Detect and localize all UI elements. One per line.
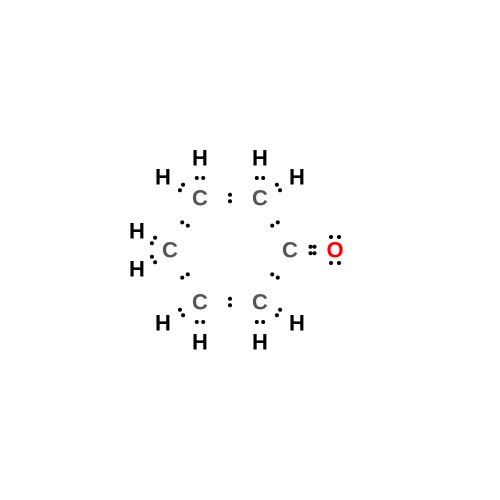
- electron-dot: [278, 308, 282, 312]
- atom-H4a: H: [129, 219, 145, 244]
- electron-dot: [201, 320, 205, 324]
- electron-dot: [150, 241, 154, 245]
- electron-dot: [228, 199, 232, 203]
- atom-H3b: H: [155, 165, 171, 190]
- electron-dot: [201, 176, 205, 180]
- atom-H4b: H: [129, 257, 145, 282]
- atom-C2: C: [252, 186, 268, 211]
- electron-dot: [228, 193, 232, 197]
- electron-dot: [276, 220, 280, 224]
- electron-dot: [153, 236, 157, 240]
- electron-dot: [261, 176, 265, 180]
- atom-H6b: H: [289, 311, 305, 336]
- electron-dot: [276, 276, 280, 280]
- electron-dot: [153, 260, 157, 264]
- electron-dot: [309, 251, 313, 255]
- electron-dot: [313, 245, 317, 249]
- electron-dot: [180, 220, 184, 224]
- electron-dot: [178, 308, 182, 312]
- lewis-structure-diagram: CCCCCCOHHHHHHHHHH: [0, 0, 500, 500]
- atom-H2b: H: [289, 165, 305, 190]
- electron-dot: [313, 251, 317, 255]
- electron-dot: [195, 320, 199, 324]
- atom-C1: C: [282, 238, 298, 263]
- electron-dot: [261, 320, 265, 324]
- electron-dot: [195, 176, 199, 180]
- atom-C3: C: [192, 186, 208, 211]
- electron-dot: [181, 183, 185, 187]
- atom-H5a: H: [192, 330, 208, 355]
- electron-dot: [275, 183, 279, 187]
- electron-dot: [228, 303, 232, 307]
- electron-dot: [150, 255, 154, 259]
- atom-H6a: H: [252, 330, 268, 355]
- electron-dot: [275, 313, 279, 317]
- atom-C6: C: [252, 290, 268, 315]
- electron-dot: [255, 320, 259, 324]
- atom-H5b: H: [155, 311, 171, 336]
- electron-dot: [309, 245, 313, 249]
- electron-dot: [270, 272, 274, 276]
- electron-dot: [178, 188, 182, 192]
- electron-dot: [278, 188, 282, 192]
- atom-H2a: H: [252, 146, 268, 171]
- electron-dot: [228, 297, 232, 301]
- electron-dot: [270, 224, 274, 228]
- atom-O: O: [326, 238, 343, 263]
- atom-H3a: H: [192, 146, 208, 171]
- electron-dot: [186, 272, 190, 276]
- electron-dot: [255, 176, 259, 180]
- electron-dot: [181, 313, 185, 317]
- atom-C5: C: [192, 290, 208, 315]
- electron-dot: [180, 276, 184, 280]
- electron-dot: [186, 224, 190, 228]
- atom-C4: C: [162, 238, 178, 263]
